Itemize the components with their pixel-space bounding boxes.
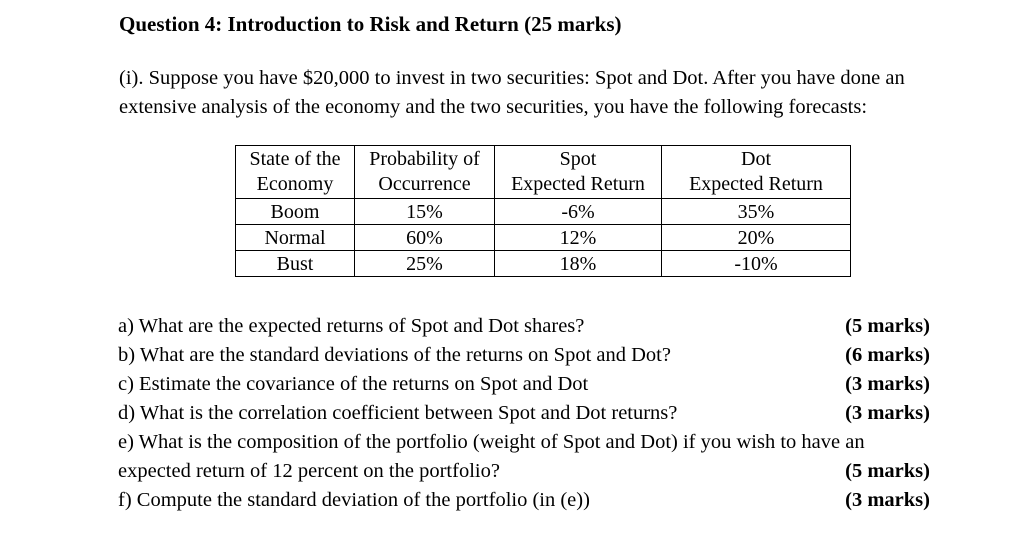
header-state-of-economy: State of the Economy bbox=[235, 145, 355, 199]
question-text: e) What is the composition of the portfo… bbox=[118, 431, 865, 453]
intro-paragraph: (i). Suppose you have $20,000 to invest … bbox=[119, 64, 999, 122]
question-item-c: c) Estimate the covariance of the return… bbox=[118, 370, 930, 399]
cell-spot-return: 18% bbox=[494, 250, 662, 277]
cell-probability: 15% bbox=[354, 198, 495, 225]
question-marks: (5 marks) bbox=[845, 460, 930, 482]
intro-line-1: (i). Suppose you have $20,000 to invest … bbox=[119, 67, 905, 89]
header-probability: Probability of Occurrence bbox=[354, 145, 495, 199]
cell-state: Boom bbox=[235, 198, 355, 225]
table-row: Normal 60% 12% 20% bbox=[235, 224, 851, 251]
cell-state: Normal bbox=[235, 224, 355, 251]
question-list: a) What are the expected returns of Spot… bbox=[118, 312, 930, 515]
question-title: Question 4: Introduction to Risk and Ret… bbox=[119, 12, 622, 36]
question-item-b: b) What are the standard deviations of t… bbox=[118, 341, 930, 370]
header-dot-return: Dot Expected Return bbox=[661, 145, 851, 199]
question-marks: (3 marks) bbox=[845, 373, 930, 395]
question-marks: (6 marks) bbox=[845, 344, 930, 366]
question-marks: (3 marks) bbox=[845, 402, 930, 424]
header-spot-return: Spot Expected Return bbox=[494, 145, 662, 199]
table-row: Boom 15% -6% 35% bbox=[235, 198, 851, 225]
question-marks: (3 marks) bbox=[845, 489, 930, 511]
question-text: f) Compute the standard deviation of the… bbox=[118, 489, 590, 511]
cell-spot-return: -6% bbox=[494, 198, 662, 225]
cell-dot-return: 20% bbox=[661, 224, 851, 251]
cell-probability: 60% bbox=[354, 224, 495, 251]
intro-line-2: extensive analysis of the economy and th… bbox=[119, 96, 868, 118]
cell-state: Bust bbox=[235, 250, 355, 277]
question-marks: (5 marks) bbox=[845, 315, 930, 337]
forecast-table: State of the Economy Probability of Occu… bbox=[235, 145, 851, 277]
cell-dot-return: 35% bbox=[661, 198, 851, 225]
table-header-row: State of the Economy Probability of Occu… bbox=[235, 145, 851, 199]
question-text: expected return of 12 percent on the por… bbox=[118, 460, 500, 482]
question-text: a) What are the expected returns of Spot… bbox=[118, 315, 585, 337]
question-item-e-continued: expected return of 12 percent on the por… bbox=[118, 457, 930, 486]
question-text: d) What is the correlation coefficient b… bbox=[118, 402, 678, 424]
question-text: b) What are the standard deviations of t… bbox=[118, 344, 671, 366]
question-item-d: d) What is the correlation coefficient b… bbox=[118, 399, 930, 428]
table-row: Bust 25% 18% -10% bbox=[235, 250, 851, 277]
question-text: c) Estimate the covariance of the return… bbox=[118, 373, 589, 395]
cell-dot-return: -10% bbox=[661, 250, 851, 277]
question-item-a: a) What are the expected returns of Spot… bbox=[118, 312, 930, 341]
cell-probability: 25% bbox=[354, 250, 495, 277]
question-item-e: e) What is the composition of the portfo… bbox=[118, 428, 930, 457]
question-item-f: f) Compute the standard deviation of the… bbox=[118, 486, 930, 515]
cell-spot-return: 12% bbox=[494, 224, 662, 251]
